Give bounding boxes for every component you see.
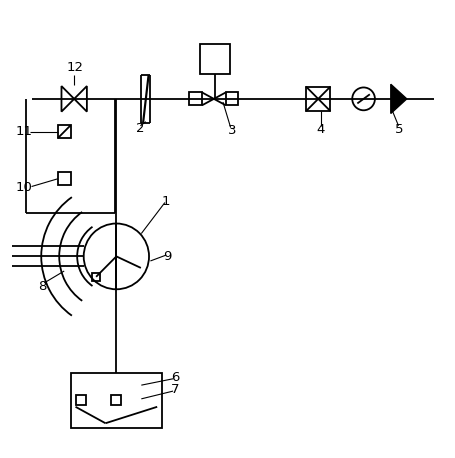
- Bar: [58, 125, 71, 138]
- Bar: [58, 172, 71, 185]
- Bar: [92, 273, 100, 281]
- Text: 9: 9: [163, 250, 172, 263]
- Text: 2: 2: [136, 122, 144, 135]
- Bar: [226, 93, 238, 105]
- Text: 5: 5: [395, 123, 404, 136]
- Text: 1: 1: [162, 195, 170, 208]
- Text: 10: 10: [15, 181, 32, 194]
- Text: 12: 12: [66, 61, 83, 74]
- Text: 11: 11: [15, 125, 32, 138]
- Bar: [189, 93, 202, 105]
- Text: 3: 3: [228, 124, 236, 137]
- Bar: [200, 44, 230, 74]
- Bar: [71, 373, 162, 428]
- Bar: [76, 395, 86, 404]
- Text: 7: 7: [171, 383, 179, 396]
- Polygon shape: [391, 84, 407, 114]
- Text: 6: 6: [171, 371, 179, 384]
- Text: 8: 8: [38, 279, 46, 293]
- Bar: [306, 87, 330, 111]
- Bar: [111, 395, 121, 404]
- Text: 4: 4: [316, 123, 324, 136]
